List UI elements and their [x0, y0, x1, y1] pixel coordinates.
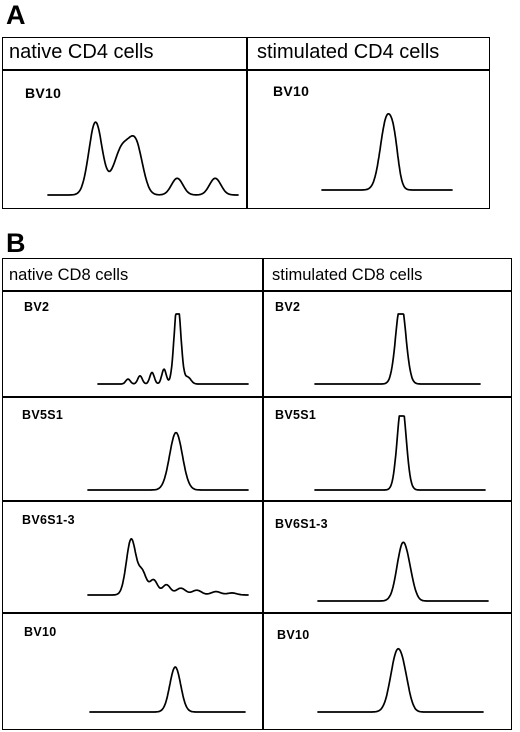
panel-b-frame [2, 258, 512, 730]
trace-line [87, 537, 249, 596]
panel-b-stimulated-bv6s1-3-trace [317, 541, 489, 602]
trace-line [97, 313, 249, 385]
panel-b-stimulated-row-3-label: BV6S1-3 [275, 517, 328, 531]
panel-b-header-stimulated: stimulated CD8 cells [272, 266, 423, 284]
panel-a-letter: A [6, 0, 26, 30]
panel-b-native-bv2-trace [97, 313, 249, 385]
panel-a-header-stimulated: stimulated CD4 cells [257, 41, 440, 63]
trace-line [317, 541, 489, 602]
panel-b-stimulated-row-1-label: BV2 [275, 300, 301, 314]
trace-line [47, 121, 239, 196]
panel-b-row-divider-1 [2, 396, 512, 398]
trace-line [87, 431, 249, 491]
panel-b-native-bv6s1-3-trace [87, 537, 249, 596]
panel-b-stimulated-row-4-label: BV10 [277, 628, 310, 642]
panel-b-stimulated-bv2-trace [314, 313, 481, 385]
panel-b-row-divider-3 [2, 612, 512, 614]
panel-b-native-row-1-label: BV2 [24, 300, 50, 314]
panel-a-native-bv10-trace [47, 121, 239, 196]
panel-b-header-native: native CD8 cells [9, 266, 129, 284]
panel-b-column-divider [262, 258, 264, 730]
panel-b-letter: B [6, 228, 26, 258]
panel-a-header-native: native CD4 cells [9, 41, 154, 63]
trace-line [89, 666, 246, 713]
panel-b-stimulated-row-2-label: BV5S1 [275, 408, 317, 422]
trace-line [317, 647, 484, 713]
panel-b-native-bv5s1-trace [87, 431, 249, 491]
panel-b-stimulated-bv10-trace [317, 647, 484, 713]
panel-a-column-divider [246, 37, 248, 209]
panel-b-row-divider-2 [2, 500, 512, 502]
trace-line [314, 313, 481, 385]
panel-b-native-bv10-trace [89, 666, 246, 713]
panel-a-native-row-label: BV10 [25, 85, 62, 101]
panel-b-stimulated-bv5s1-trace [314, 415, 486, 491]
panel-b-header-divider [2, 290, 512, 292]
panel-b-native-row-3-label: BV6S1-3 [22, 513, 75, 527]
panel-a-stimulated-bv10-trace [321, 112, 453, 191]
trace-line [314, 415, 486, 491]
panel-a-stimulated-row-label: BV10 [273, 83, 310, 99]
trace-line [321, 112, 453, 191]
panel-b-native-row-4-label: BV10 [24, 625, 57, 639]
panel-a-header-divider [2, 69, 490, 71]
panel-b-native-row-2-label: BV5S1 [22, 408, 64, 422]
